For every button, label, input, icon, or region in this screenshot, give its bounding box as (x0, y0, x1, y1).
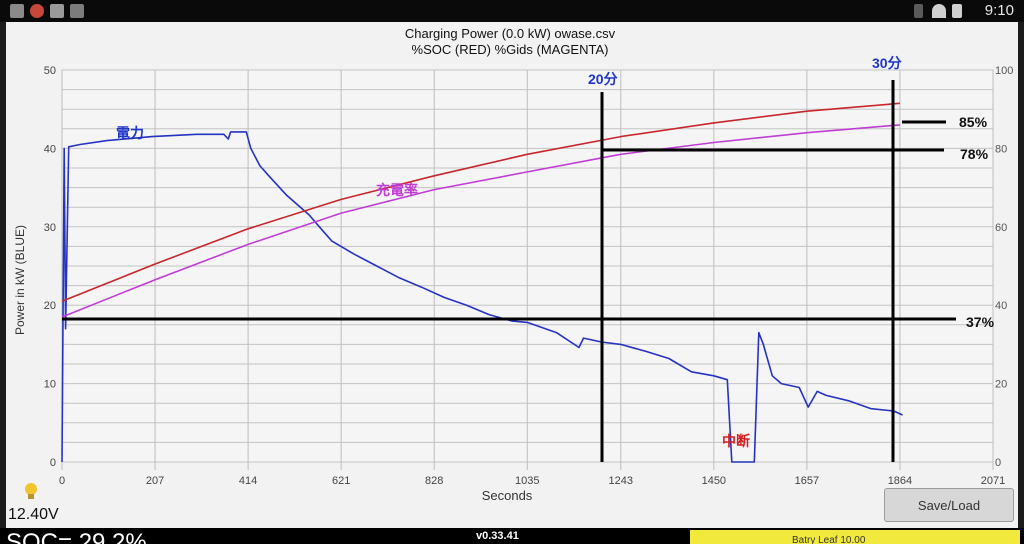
chart-screen: Charging Power (0.0 kW) owase.csv %SOC (… (6, 22, 1018, 528)
x-tick-label: 828 (425, 475, 443, 487)
y-tick-label: 50 (44, 65, 56, 77)
x-tick-label: 1657 (795, 475, 819, 487)
series-line (61, 131, 903, 463)
version-label: v0.33.41 (476, 530, 519, 542)
x-tick-label: 414 (239, 475, 257, 487)
y-tick-label: 20 (44, 300, 56, 312)
x-tick-label: 0 (59, 475, 65, 487)
y2-tick-label: 100 (995, 65, 1013, 77)
pct-78-label: 78% (960, 146, 989, 162)
picture-icon[interactable] (10, 4, 24, 18)
status-clock: 9:10 (984, 2, 1014, 19)
signal-icon (952, 4, 962, 18)
chart-title: Charging Power (0.0 kW) owase.csv (405, 26, 616, 41)
interrupt-label: 中断 (722, 433, 750, 449)
y2-tick-label: 0 (995, 457, 1001, 469)
status-bar: 9:10 (0, 0, 1024, 22)
y2-tick-label: 20 (995, 379, 1007, 391)
x-axis-label: Seconds (482, 488, 533, 503)
mark-20min-label: 20分 (588, 71, 618, 87)
y-tick-label: 30 (44, 222, 56, 234)
car-label: Batry Leaf 10.00 (792, 535, 866, 544)
battery-icon (914, 4, 923, 18)
wifi-icon (932, 4, 946, 18)
x-tick-label: 1035 (515, 475, 539, 487)
x-tick-label: 621 (332, 475, 350, 487)
y-tick-label: 40 (44, 143, 56, 155)
charge-rate-label: 充電率 (376, 182, 418, 198)
save-load-button[interactable]: Save/Load (884, 488, 1014, 522)
y2-tick-label: 60 (995, 222, 1007, 234)
y-tick-label: 10 (44, 379, 56, 391)
x-tick-label: 207 (146, 475, 164, 487)
y-axis-label: Power in kW (BLUE) (13, 225, 27, 335)
y2-tick-label: 40 (995, 300, 1007, 312)
voltage-readout: 12.40V (8, 506, 59, 523)
gallery-icon[interactable] (70, 4, 84, 18)
car-status-panel[interactable]: Batry Leaf 10.00 (690, 530, 1020, 544)
x-tick-label: 1450 (702, 475, 726, 487)
y2-tick-label: 80 (995, 143, 1007, 155)
soc-readout: SOC= 29.2% (6, 529, 147, 544)
pct-85-label: 85% (959, 114, 988, 130)
series-line (61, 102, 900, 303)
pct-37-label: 37% (966, 314, 995, 330)
chart-subtitle: %SOC (RED) %Gids (MAGENTA) (412, 42, 609, 57)
app-icon[interactable] (30, 4, 44, 18)
x-tick-label: 1243 (609, 475, 633, 487)
power-label: 電力 (116, 125, 144, 141)
x-tick-label: 2071 (981, 475, 1005, 487)
charging-chart: Charging Power (0.0 kW) owase.csv %SOC (… (13, 26, 1013, 503)
series-line (61, 124, 900, 318)
lightbulb-icon (25, 483, 37, 499)
y-tick-label: 0 (50, 457, 56, 469)
x-tick-label: 1864 (888, 475, 912, 487)
image-icon[interactable] (50, 4, 64, 18)
mark-30min-label: 30分 (872, 55, 902, 71)
